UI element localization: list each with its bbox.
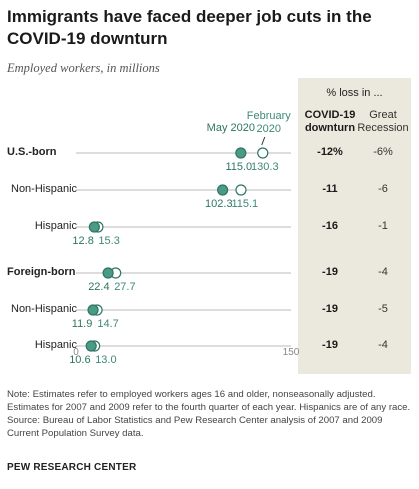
feb-2020-value-label: 15.3 [98,235,119,247]
great-recession-loss-value: -1 [378,220,388,232]
may-2020-value-label: 102.3 [205,198,233,210]
may-2020-value-label: 11.9 [72,318,93,330]
may-2020-value-label: 22.4 [88,281,109,293]
may-2020-dot [235,147,247,159]
row-label: Hispanic [34,339,77,351]
great-recession-loss-value: -5 [378,303,388,315]
great-recession-column-header: Great Recession [357,109,409,134]
chart-subtitle: Employed workers, in millions [7,61,160,75]
covid-loss-value: -12% [317,146,343,158]
legend-february-2020: 2020 [257,123,281,135]
great-recession-loss-value: -6 [378,183,388,195]
row-label: Foreign-born [7,266,76,278]
great-recession-loss-value: -4 [378,266,388,278]
great-recession-loss-value: -6% [373,146,393,158]
legend-february-2020: February [247,110,292,122]
may-2020-value-label: 115.0 [225,161,252,173]
source-text: Source: Bureau of Labor Statistics and P… [7,415,383,440]
feb-2020-value-label: 27.7 [114,281,135,293]
x-tick-label: 150 [283,347,300,358]
x-tick-label: 0 [73,347,79,358]
feb-2020-dot [257,147,269,159]
covid-loss-value: -16 [322,220,338,232]
covid-loss-value: -19 [322,339,338,351]
chart-title: Immigrants have faced deeper job cuts in… [7,7,372,48]
row-label: Hispanic [34,220,77,232]
covid-loss-value: -19 [322,266,338,278]
legend-may-2020: May 2020 [207,122,255,134]
feb-2020-value-label: 115.1 [231,198,258,210]
may-2020-value-label: 12.8 [72,235,93,247]
row-label: Non-Hispanic [11,183,78,195]
great-recession-loss-value: -4 [378,339,388,351]
covid-loss-value: -19 [322,303,338,315]
feb-2020-value-label: 130.3 [251,161,279,173]
may-2020-dot [85,340,97,352]
row-label: U.S.-born [7,146,57,158]
may-2020-dot [217,184,229,196]
note-text: Note: Estimates refer to employed worker… [7,389,411,414]
may-2020-dot [102,267,114,279]
legend-leader-line [261,136,266,146]
may-2020-dot [87,304,99,316]
feb-2020-value-label: 14.7 [97,318,118,330]
loss-table-background [298,78,411,374]
may-2020-value-label: 10.6 [69,354,90,366]
feb-2020-dot [235,184,247,196]
pct-loss-header: % loss in ... [326,87,383,99]
covid-column-header: COVID-19 downturn [304,109,356,134]
covid-loss-value: -11 [322,183,338,195]
row-label: Non-Hispanic [11,303,78,315]
feb-2020-value-label: 13.0 [95,354,116,366]
may-2020-dot [88,221,100,233]
brand-logo: PEW RESEARCH CENTER [7,462,137,473]
